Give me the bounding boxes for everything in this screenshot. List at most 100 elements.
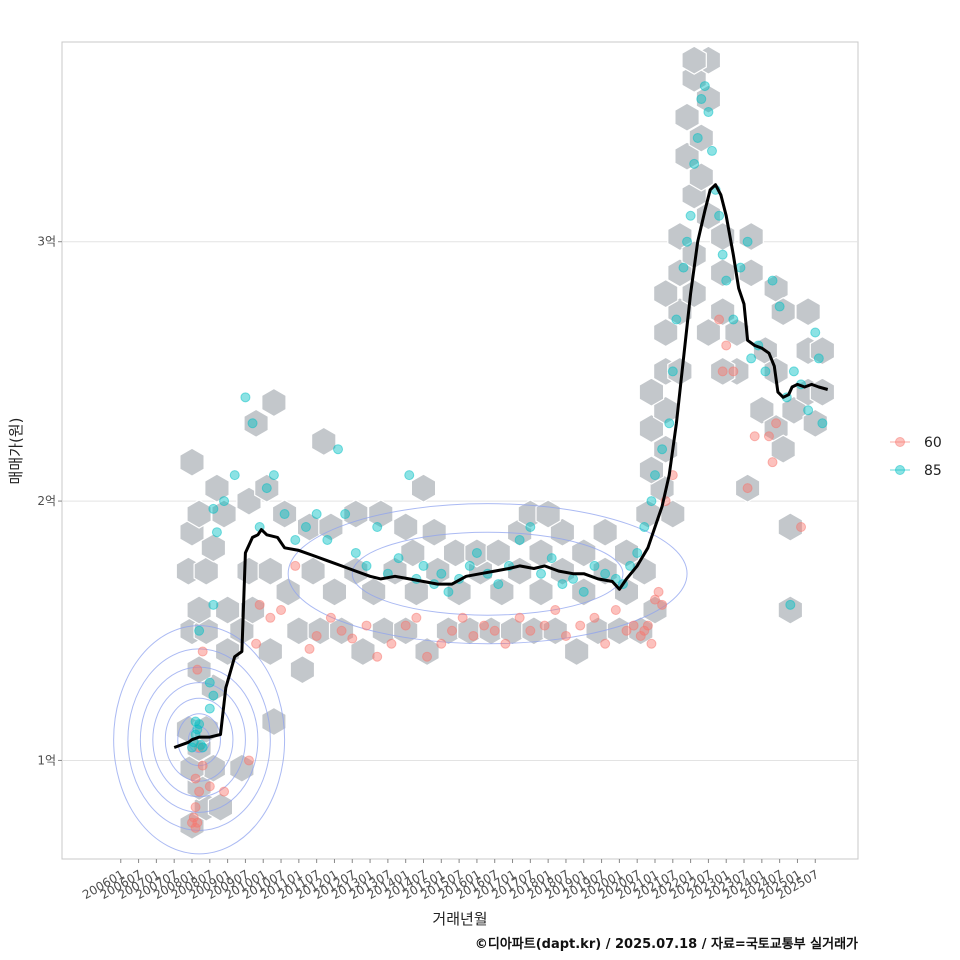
- hexbin: [261, 387, 287, 418]
- density-contour: [187, 726, 211, 754]
- data-point-series-60: [446, 625, 457, 636]
- data-point-series-85: [717, 249, 728, 260]
- data-point-series-85: [204, 677, 215, 688]
- hexbin: [350, 636, 376, 667]
- data-point-series-85: [703, 107, 714, 118]
- hexbin: [592, 517, 618, 547]
- hexbin: [635, 499, 661, 529]
- data-point-series-60: [500, 638, 511, 649]
- data-point-series-60: [635, 630, 646, 641]
- data-point-series-85: [471, 547, 482, 558]
- data-point-series-85: [706, 145, 717, 156]
- data-point-series-85: [671, 314, 682, 325]
- hexbin: [528, 577, 554, 607]
- hexbin: [421, 517, 447, 547]
- data-point-series-85: [649, 470, 660, 481]
- data-point-series-85: [678, 262, 689, 273]
- data-point-series-60: [304, 643, 315, 654]
- data-point-series-85: [194, 625, 205, 636]
- density-contour: [139, 666, 259, 813]
- data-point-series-60: [192, 817, 203, 828]
- data-point-series-85: [760, 366, 771, 377]
- data-point-series-85: [589, 560, 600, 571]
- data-point-series-85: [657, 444, 668, 455]
- data-point-series-85: [536, 568, 547, 579]
- data-point-series-60: [219, 786, 230, 797]
- hexbin: [186, 595, 212, 625]
- data-point-series-60: [372, 651, 383, 662]
- hexbin: [257, 636, 284, 667]
- data-point-series-85: [767, 275, 778, 286]
- y-tick-label: 3억: [37, 235, 56, 249]
- hexbin: [343, 499, 369, 529]
- data-point-series-85: [810, 327, 821, 338]
- data-point-series-60: [347, 633, 358, 644]
- data-point-series-85: [279, 509, 290, 520]
- data-point-series-60: [525, 625, 536, 636]
- hexbin: [724, 317, 750, 348]
- hexbin: [239, 595, 266, 625]
- data-point-series-85: [742, 236, 753, 247]
- data-point-series-85: [464, 560, 475, 571]
- data-point-series-60: [653, 586, 664, 597]
- hexbin: [393, 616, 419, 646]
- data-point-series-85: [557, 579, 568, 590]
- data-point-series-85: [546, 553, 557, 564]
- data-point-series-60: [610, 605, 621, 616]
- data-point-series-60: [717, 366, 728, 377]
- data-point-series-85: [240, 392, 251, 403]
- hexbin: [570, 538, 597, 568]
- hexbin: [214, 595, 241, 625]
- density-contour: [152, 682, 246, 798]
- data-point-series-60: [386, 638, 397, 649]
- legend-label: 85: [924, 463, 942, 479]
- data-point-series-60: [190, 773, 201, 784]
- hexbin: [667, 221, 693, 252]
- hexbin: [318, 512, 344, 542]
- data-point-series-85: [290, 534, 301, 545]
- data-point-series-85: [493, 579, 504, 590]
- data-point-series-85: [418, 560, 429, 571]
- data-point-series-85: [667, 366, 678, 377]
- data-point-series-60: [254, 599, 265, 610]
- data-point-series-60: [621, 625, 632, 636]
- hexbin: [652, 317, 679, 348]
- data-point-series-85: [525, 522, 536, 533]
- data-point-series-85: [322, 534, 333, 545]
- hexbin: [695, 317, 722, 348]
- hexbin: [321, 577, 348, 607]
- trend-line: [173, 183, 829, 749]
- data-point-series-60: [436, 638, 447, 649]
- hexbin: [254, 473, 280, 503]
- data-point-series-60: [361, 620, 372, 631]
- hexbin: [613, 538, 640, 568]
- hexbin: [489, 577, 515, 607]
- hexbin: [688, 123, 715, 153]
- data-point-series-60: [742, 483, 753, 494]
- hexbin: [638, 377, 665, 407]
- hexbin: [200, 533, 227, 563]
- data-point-series-60: [336, 625, 347, 636]
- data-point-series-85: [443, 586, 454, 597]
- data-point-series-60: [290, 560, 301, 571]
- data-point-series-85: [632, 547, 643, 558]
- data-point-series-85: [692, 132, 703, 143]
- hexbin: [802, 408, 829, 438]
- hexbin: [777, 595, 804, 625]
- hexbin: [681, 278, 707, 309]
- data-point-series-60: [243, 755, 254, 766]
- data-point-series-85: [311, 509, 322, 520]
- data-point-series-85: [721, 275, 732, 286]
- data-point-series-85: [393, 553, 404, 564]
- data-point-series-85: [208, 503, 219, 514]
- data-point-series-60: [422, 651, 433, 662]
- density-contour: [351, 531, 624, 616]
- data-point-series-85: [728, 314, 739, 325]
- trend-line-layer: [173, 183, 829, 749]
- data-point-series-85: [578, 586, 589, 597]
- data-point-series-60: [400, 620, 411, 631]
- hexbin: [179, 447, 205, 477]
- data-point-series-60: [479, 620, 490, 631]
- hexbin: [695, 84, 722, 114]
- hexbin: [777, 512, 804, 542]
